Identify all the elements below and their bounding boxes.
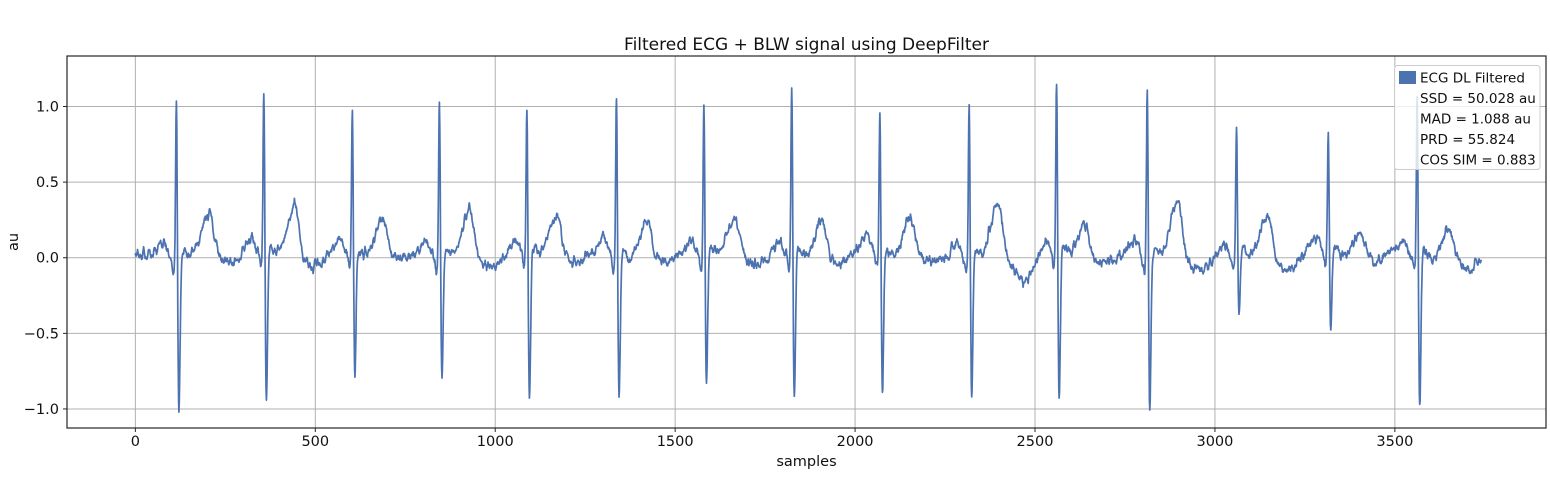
legend-entry-label: ECG DL Filtered [1420,70,1525,86]
legend-entry-label: COS SIM = 0.883 [1420,152,1536,168]
y-axis-label: au [6,233,22,251]
x-tick-label: 1500 [657,434,694,450]
x-tick-label: 1000 [477,434,514,450]
chart-title: Filtered ECG + BLW signal using DeepFilt… [624,35,989,55]
x-tick-label: 0 [131,434,140,450]
legend: ECG DL Filtered SSD = 50.028 au MAD = 1.08… [1394,65,1541,170]
x-tick-label: 2000 [837,434,874,450]
legend-entry-label: SSD = 50.028 au [1420,91,1536,107]
legend-box [1394,65,1541,170]
x-tick-label: 500 [301,434,329,450]
tick-layer: 0 500 1000 1500 2000 2500 3000 3500 1.0 0.5 0.0 −0.… [24,100,1414,450]
y-tick-label: 0.5 [36,175,59,191]
legend-entry-label: PRD = 55.824 [1420,132,1515,148]
x-tick-label: 3500 [1376,434,1413,450]
ecg-signal-line [134,83,1483,413]
y-tick-label: −1.0 [24,402,59,418]
x-tick-label: 2500 [1017,434,1054,450]
x-tick-label: 3000 [1196,434,1233,450]
y-tick-label: −0.5 [24,326,59,342]
y-tick-label: 0.0 [36,251,59,267]
grid-layer [67,56,1546,428]
legend-swatch [1399,71,1416,84]
plot-border [66,55,1547,429]
x-axis-label: samples [776,454,836,470]
legend-entry-label: MAD = 1.088 au [1420,111,1531,127]
y-tick-label: 1.0 [36,100,59,116]
